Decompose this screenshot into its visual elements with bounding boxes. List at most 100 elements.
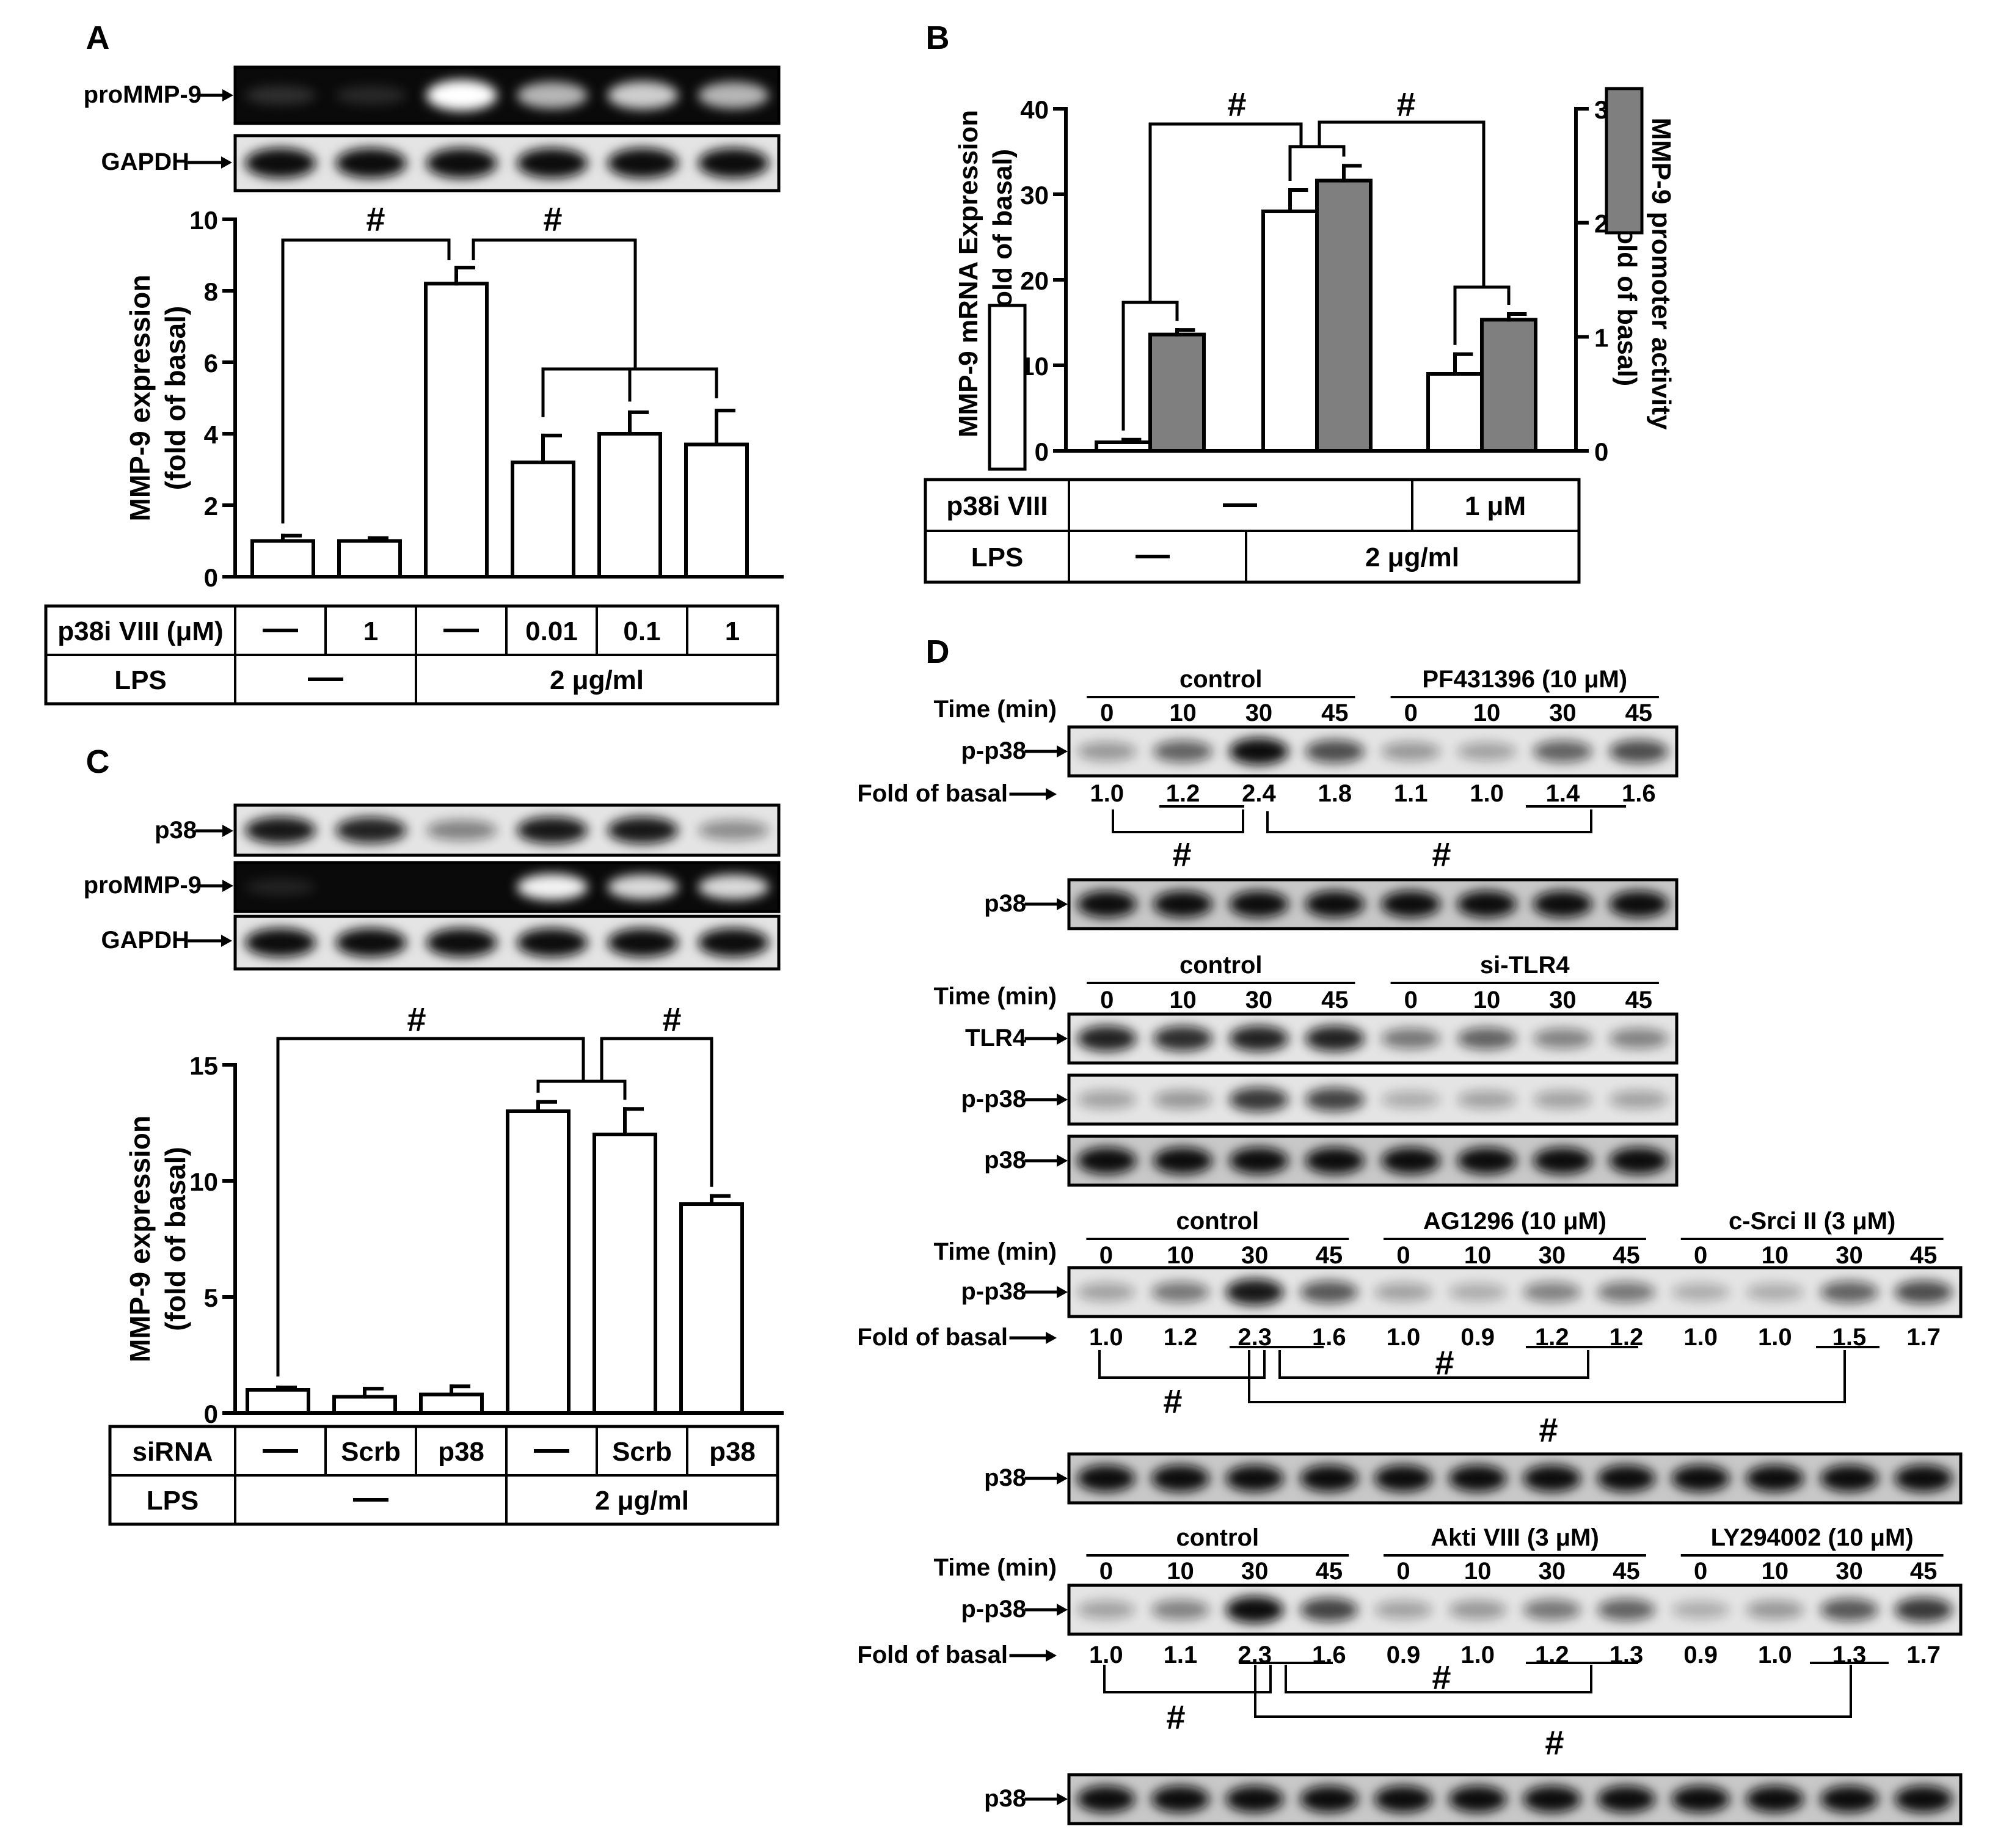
blot-pp38-band — [1229, 738, 1289, 765]
blot-GAPDH-frame — [233, 915, 781, 971]
time-point: 45 — [1910, 1558, 1938, 1585]
fold-value: 2.4 — [1242, 780, 1276, 807]
sig-bracket — [1453, 285, 1511, 345]
blot-total-band — [1229, 891, 1289, 918]
y-axis-label-line: (fold of basal) — [159, 1147, 191, 1331]
blot-GAPDH-band — [607, 928, 679, 957]
blot-section: control 0 10 30 45 AG1296 (10 μM) 0 10 30 45 c-Src… — [857, 1208, 1963, 1505]
bar-chart: 0 2 4 6 8 10 MMP-9 expression (fold of basal) — [124, 206, 784, 592]
blot-tlr4 — [1067, 1012, 1679, 1065]
table-cell: p38 — [438, 1437, 484, 1467]
y-axis-label: MMP-9 expression (fold of basal) — [124, 275, 191, 522]
bar — [424, 282, 489, 579]
blot-total-band — [1820, 1786, 1878, 1813]
fold-value: 1.0 — [1460, 1642, 1495, 1668]
blot-GAPDH-band — [517, 928, 588, 957]
sig-bracket — [1285, 1665, 1592, 1693]
blot-arrow-head — [1057, 1032, 1068, 1045]
blot-pp38 — [1067, 725, 1679, 778]
fold-value: 1.0 — [1387, 1324, 1421, 1351]
fold-value: 1.8 — [1318, 780, 1352, 807]
y-axis-label-line: MMP-9 promoter activity — [1646, 118, 1676, 431]
blot-p38-band — [698, 820, 769, 841]
significance-mark: # — [543, 200, 562, 238]
table-row-label: LPS — [114, 665, 167, 695]
sig-bracket — [1148, 122, 1303, 302]
blot-pp38-band — [1225, 1279, 1284, 1306]
blot-arrow-head — [1057, 1604, 1068, 1616]
blot-arrow-head — [222, 825, 233, 837]
time-point: 45 — [1625, 987, 1653, 1013]
blot-total-band — [1305, 891, 1365, 918]
blot-pp38-band — [1597, 1598, 1655, 1621]
time-axis-label: Time (min) — [933, 696, 1057, 723]
table-cell: Scrb — [612, 1437, 672, 1467]
fold-value: 1.0 — [1758, 1324, 1792, 1351]
time-point: 45 — [1613, 1558, 1640, 1585]
significance-mark: # — [1227, 85, 1246, 123]
blot-proMMP9-band — [426, 79, 497, 111]
blot-total-band — [1894, 1786, 1953, 1813]
blot-pp38-band — [1077, 1282, 1136, 1302]
time-point: 10 — [1169, 699, 1197, 726]
table-row-label: p38i VIII — [946, 491, 1048, 521]
blot-pp38-band — [1597, 1281, 1655, 1303]
blot-label: GAPDH — [101, 927, 189, 954]
fold-value: 2.3 — [1238, 1642, 1272, 1668]
fold-value: 1.2 — [1164, 1324, 1198, 1351]
blot-total-band — [1457, 1147, 1517, 1174]
time-point: 30 — [1836, 1558, 1863, 1585]
blot-label: p38 — [984, 1147, 1026, 1174]
panel-letter: C — [86, 743, 110, 780]
sig-bracket — [1103, 1665, 1272, 1693]
time-point: 30 — [1241, 1558, 1269, 1585]
fold-value: 1.6 — [1622, 780, 1656, 807]
blot-total-band — [1151, 1786, 1209, 1813]
blot-GAPDH — [233, 134, 781, 192]
y-axis-label-line: MMP-9 expression — [124, 1116, 156, 1362]
time-point: 45 — [1321, 987, 1349, 1013]
treatment-group-label: control — [1176, 1524, 1260, 1551]
blot-total — [1067, 878, 1679, 930]
blot-pp38b — [1067, 1073, 1679, 1126]
blot-pp38-band — [1894, 1597, 1953, 1623]
blot-label: p38 — [155, 817, 197, 844]
blot-GAPDH-frame — [233, 134, 781, 192]
y-axis-label-line: MMP-9 expression — [124, 275, 156, 522]
blot-total-frame — [1067, 1452, 1963, 1505]
time-point: 10 — [1167, 1558, 1194, 1585]
bar — [250, 539, 315, 579]
blot-proMMP9-band — [517, 82, 588, 109]
fold-value: 1.0 — [1470, 780, 1504, 807]
blot-GAPDH-band — [245, 148, 316, 178]
fold-value: 1.0 — [1683, 1324, 1718, 1351]
blot-label: p38 — [984, 1785, 1026, 1812]
blot-total-band — [1448, 1465, 1507, 1492]
bar — [419, 1392, 484, 1415]
blot-total-band — [1305, 1147, 1365, 1174]
fold-value: 1.0 — [1089, 1324, 1123, 1351]
blot-proMMP9-band — [517, 874, 588, 900]
table-row-label: siRNA — [132, 1437, 213, 1467]
y-tick-label: 2 — [204, 492, 218, 520]
blot-pp38b-band — [1457, 1090, 1517, 1109]
blot-p38-band — [426, 820, 497, 841]
blot-arrow-head — [1057, 898, 1068, 910]
y-tick-label: 8 — [204, 277, 218, 306]
blot-section: control 0 10 30 45 si-TLR4 0 10 30 45 Time (min) TL… — [933, 952, 1679, 1187]
y-axis-label: MMP-9 expression (fold of basal) — [124, 1116, 191, 1362]
table-cell-dash: — — [461, 630, 462, 631]
blot-label: p-p38 — [961, 1278, 1026, 1305]
table-cell: 2 μg/ml — [1365, 542, 1459, 572]
blot-pp38-band — [1533, 740, 1592, 763]
bar — [597, 432, 662, 579]
blot-label: proMMP-9 — [84, 872, 202, 899]
blot-pp38b-band — [1077, 1090, 1137, 1109]
blot-total-band — [1609, 891, 1669, 918]
blot-total-band — [1153, 1147, 1213, 1174]
blot-arrow-head — [1057, 745, 1068, 758]
blot-pp38-band — [1523, 1599, 1581, 1621]
